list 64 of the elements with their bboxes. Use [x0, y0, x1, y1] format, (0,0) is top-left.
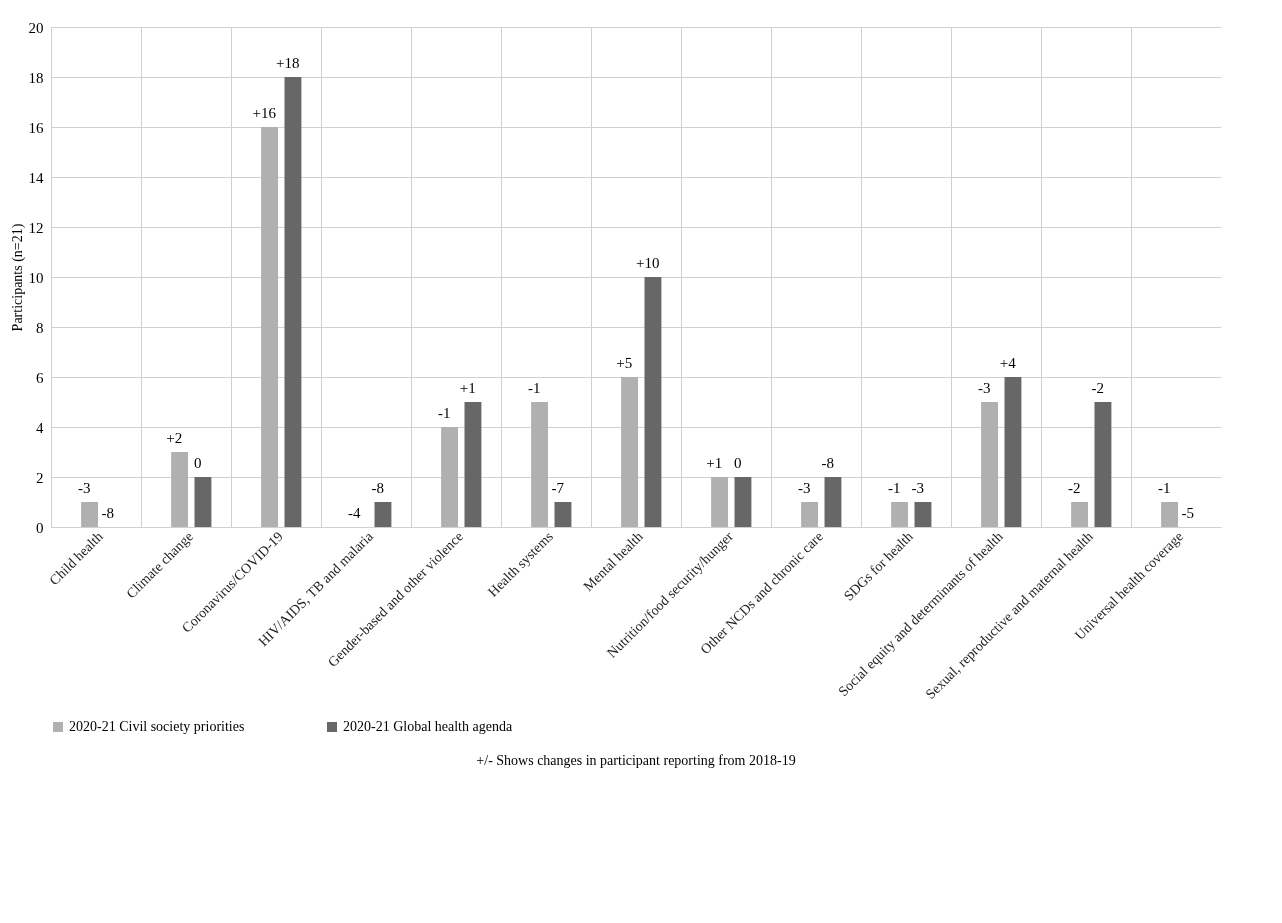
bar [441, 427, 459, 527]
y-tick-label: 4 [36, 419, 44, 436]
bar [171, 452, 189, 527]
bar [621, 377, 639, 527]
bar [464, 402, 482, 527]
y-tick-label: 16 [28, 119, 44, 136]
y-tick-label: 18 [28, 69, 44, 86]
bar [824, 477, 842, 527]
annotation: +4 [999, 355, 1017, 371]
y-tick-label: 20 [28, 19, 44, 36]
annotation: -2 [1091, 380, 1104, 396]
bar [531, 402, 549, 527]
annotation: +10 [635, 255, 660, 271]
annotation: -1 [528, 380, 541, 396]
annotation: -4 [348, 505, 362, 521]
y-tick-label: 12 [28, 219, 44, 236]
y-tick-label: 14 [28, 169, 44, 186]
annotation: -1 [888, 480, 901, 496]
bar [374, 502, 392, 527]
annotation: +18 [275, 55, 300, 71]
text: +/- Shows changes in participant reporting from 2018-19 [476, 753, 796, 768]
annotation: +1 [706, 455, 723, 471]
bar [981, 402, 999, 527]
annotation: +1 [459, 380, 476, 396]
annotation: -8 [821, 455, 834, 471]
annotation: -5 [1181, 505, 1194, 521]
annotation: -1 [1158, 480, 1171, 496]
bar [644, 277, 662, 527]
annotation: -8 [101, 505, 114, 521]
y-tick-label: 8 [36, 319, 44, 336]
y-tick-label: 0 [36, 519, 44, 536]
annotation: 0 [193, 455, 202, 471]
bar [1071, 502, 1089, 527]
annotation: -3 [978, 380, 991, 396]
bar [1161, 502, 1179, 527]
y-axis-title: Participants (n=21) [9, 223, 26, 332]
bar [81, 502, 99, 527]
y-tick-label: 10 [28, 269, 44, 286]
annotation: +5 [616, 355, 633, 371]
legend-label: 2020-21 Civil society priorities [69, 719, 245, 734]
bar [1004, 377, 1022, 527]
bar [801, 502, 819, 527]
annotation: +16 [252, 105, 277, 121]
annotation: -3 [798, 480, 811, 496]
annotation: -7 [551, 480, 565, 496]
annotation: -3 [911, 480, 924, 496]
legend-label: 2020-21 Global health agenda [343, 719, 513, 734]
bar [554, 502, 572, 527]
annotation: -2 [1068, 480, 1081, 496]
bar [914, 502, 932, 527]
y-tick-label: 6 [36, 369, 44, 386]
y-tick-label: 2 [36, 469, 44, 486]
annotation: -1 [438, 405, 451, 421]
bar [711, 477, 729, 527]
annotation: -8 [371, 480, 384, 496]
bar [891, 502, 909, 527]
annotation: 0 [733, 455, 742, 471]
bar [1094, 402, 1112, 527]
bar [734, 477, 752, 527]
annotation: +2 [166, 430, 183, 446]
bar [284, 77, 302, 527]
annotation: -3 [78, 480, 91, 496]
bar [261, 127, 279, 527]
bar [194, 477, 212, 527]
